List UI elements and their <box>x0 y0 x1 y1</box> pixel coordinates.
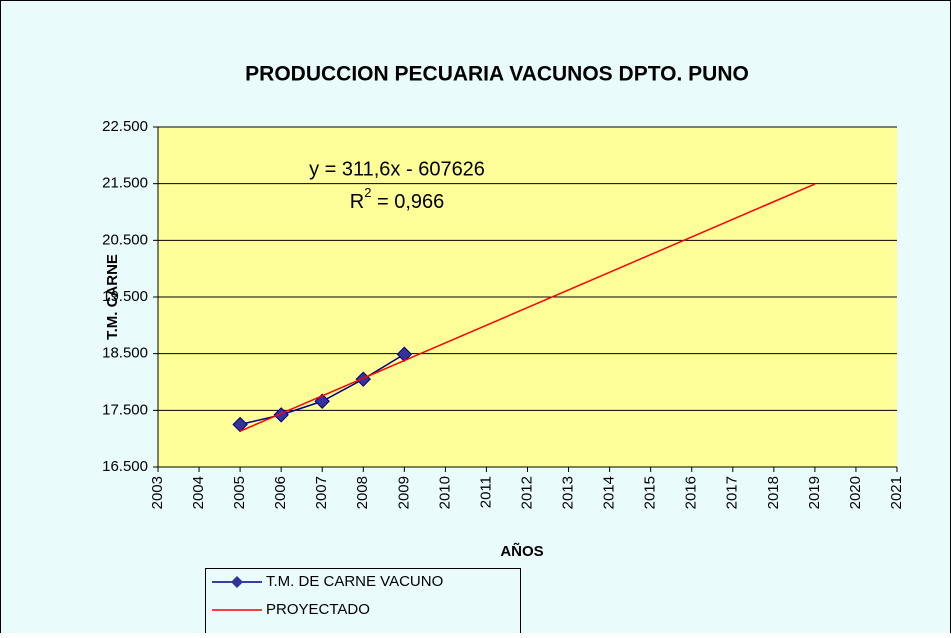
x-tick-label: 2019 <box>806 476 823 509</box>
r-exponent: 2 <box>364 185 371 200</box>
x-tick-label: 2009 <box>395 476 412 509</box>
chart: PRODUCCION PECUARIA VACUNOS DPTO. PUNO A… <box>0 0 951 633</box>
x-tick-label: 2015 <box>642 476 659 509</box>
x-tick-label: 2020 <box>847 476 864 509</box>
y-tick-label: 20.500 <box>102 231 148 248</box>
r-symbol: R <box>350 191 364 213</box>
x-axis-title: AÑOS <box>500 542 543 560</box>
page: PRODUCCION PECUARIA VACUNOS DPTO. PUNO A… <box>0 0 951 638</box>
x-tick-label: 2017 <box>724 476 741 509</box>
x-tick-label: 2008 <box>354 476 371 509</box>
x-tick-label: 2006 <box>272 476 289 509</box>
trendline-equation: y = 311,6x - 607626 <box>309 158 485 180</box>
y-tick-label: 17.500 <box>102 401 148 418</box>
y-tick-label: 16.500 <box>102 458 148 475</box>
x-tick-label: 2013 <box>560 476 577 509</box>
chart-title: PRODUCCION PECUARIA VACUNOS DPTO. PUNO <box>245 63 749 86</box>
x-tick-label: 2007 <box>313 476 330 509</box>
y-tick-label: 19.500 <box>102 288 148 305</box>
y-tick-label: 22.500 <box>102 118 148 135</box>
x-tick-label: 2012 <box>518 476 535 509</box>
y-tick-label: 21.500 <box>102 175 148 192</box>
x-tick-label: 2004 <box>190 476 207 509</box>
x-tick-label: 2005 <box>231 476 248 509</box>
x-tick-label: 2003 <box>149 476 166 509</box>
legend-label: T.M. DE CARNE VACUNO <box>266 573 443 590</box>
x-tick-label: 2021 <box>888 476 905 509</box>
legend-label: PROYECTADO <box>266 601 370 618</box>
x-tick-label: 2010 <box>436 476 453 509</box>
x-tick-label: 2014 <box>601 476 618 509</box>
r-value: = 0,966 <box>371 191 444 213</box>
y-tick-label: 18.500 <box>102 345 148 362</box>
x-tick-label: 2016 <box>683 476 700 509</box>
x-tick-label: 2011 <box>477 476 494 508</box>
x-tick-label: 2018 <box>765 476 782 509</box>
